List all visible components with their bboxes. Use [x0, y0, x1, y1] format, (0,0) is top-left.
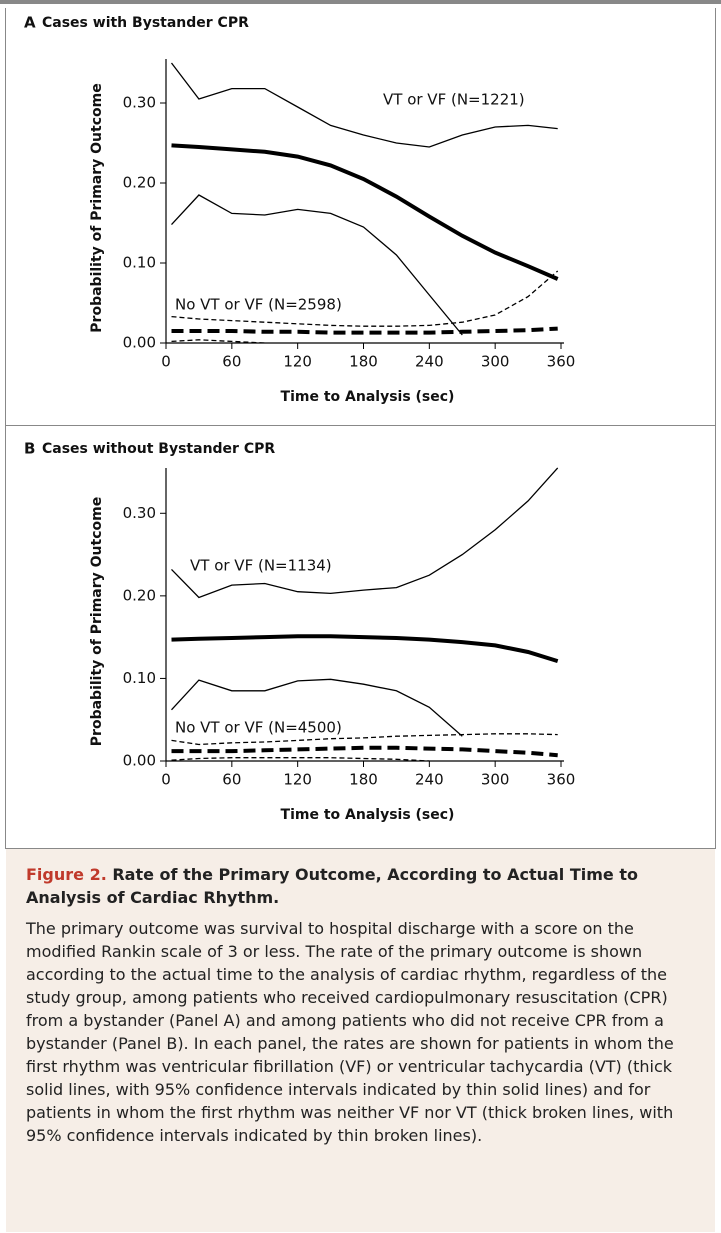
panel-title: Cases with Bystander CPR — [42, 15, 249, 31]
series-line — [171, 634, 559, 664]
series-line — [171, 467, 559, 599]
series-line — [171, 143, 559, 281]
y-tick-label: 0.30 — [123, 94, 156, 112]
series-line — [171, 339, 265, 343]
x-tick-label: 360 — [547, 771, 576, 789]
series-line — [171, 733, 558, 746]
panel-letter: A — [24, 14, 36, 32]
annotation: VT or VF (N=1221) — [383, 91, 525, 109]
series-line — [170, 62, 558, 148]
x-tick-label: 240 — [415, 353, 444, 371]
x-tick-label: 240 — [415, 771, 444, 789]
series-line — [171, 270, 559, 327]
x-tick-label: 60 — [222, 353, 241, 371]
y-axis-label: Probability of Primary Outcome — [89, 497, 105, 746]
x-tick-label: 120 — [283, 771, 312, 789]
series-line — [171, 194, 463, 336]
x-axis-label: Time to Analysis (sec) — [281, 807, 455, 823]
annotation: No VT or VF (N=4500) — [175, 719, 342, 737]
y-tick-label: 0.10 — [123, 254, 156, 272]
x-tick-label: 60 — [222, 771, 241, 789]
caption-title: Figure 2. Rate of the Primary Outcome, A… — [26, 863, 695, 909]
annotation: No VT or VF (N=2598) — [175, 296, 342, 314]
x-tick-label: 0 — [161, 771, 171, 789]
x-tick-label: 300 — [481, 353, 510, 371]
x-tick-label: 360 — [547, 353, 576, 371]
panel-letter: B — [24, 440, 35, 458]
annotation: VT or VF (N=1134) — [190, 557, 332, 575]
x-tick-label: 180 — [349, 353, 378, 371]
x-tick-label: 300 — [481, 771, 510, 789]
panel-title: Cases without Bystander CPR — [42, 441, 275, 457]
y-axis-label: Probability of Primary Outcome — [89, 83, 105, 332]
y-tick-label: 0.00 — [123, 752, 156, 770]
charts: A Cases with Bystander CPR Probability of … — [0, 0, 721, 849]
series-line — [171, 326, 558, 335]
x-axis-label: Time to Analysis (sec) — [281, 389, 455, 405]
y-tick-label: 0.00 — [123, 334, 156, 352]
y-tick-label: 0.20 — [123, 174, 156, 192]
series-line — [171, 678, 463, 737]
top-rule — [0, 0, 721, 4]
y-tick-label: 0.20 — [123, 586, 156, 604]
figure-label: Figure 2. — [26, 865, 107, 884]
figure-title: Rate of the Primary Outcome, According t… — [26, 865, 638, 907]
series-line — [171, 745, 558, 758]
caption: Figure 2. Rate of the Primary Outcome, A… — [6, 849, 715, 1232]
y-tick-label: 0.10 — [123, 669, 156, 687]
x-tick-label: 180 — [349, 771, 378, 789]
x-tick-label: 120 — [283, 353, 312, 371]
y-tick-label: 0.30 — [123, 504, 156, 522]
caption-text: The primary outcome was survival to hosp… — [26, 919, 674, 1145]
x-tick-label: 0 — [161, 353, 171, 371]
